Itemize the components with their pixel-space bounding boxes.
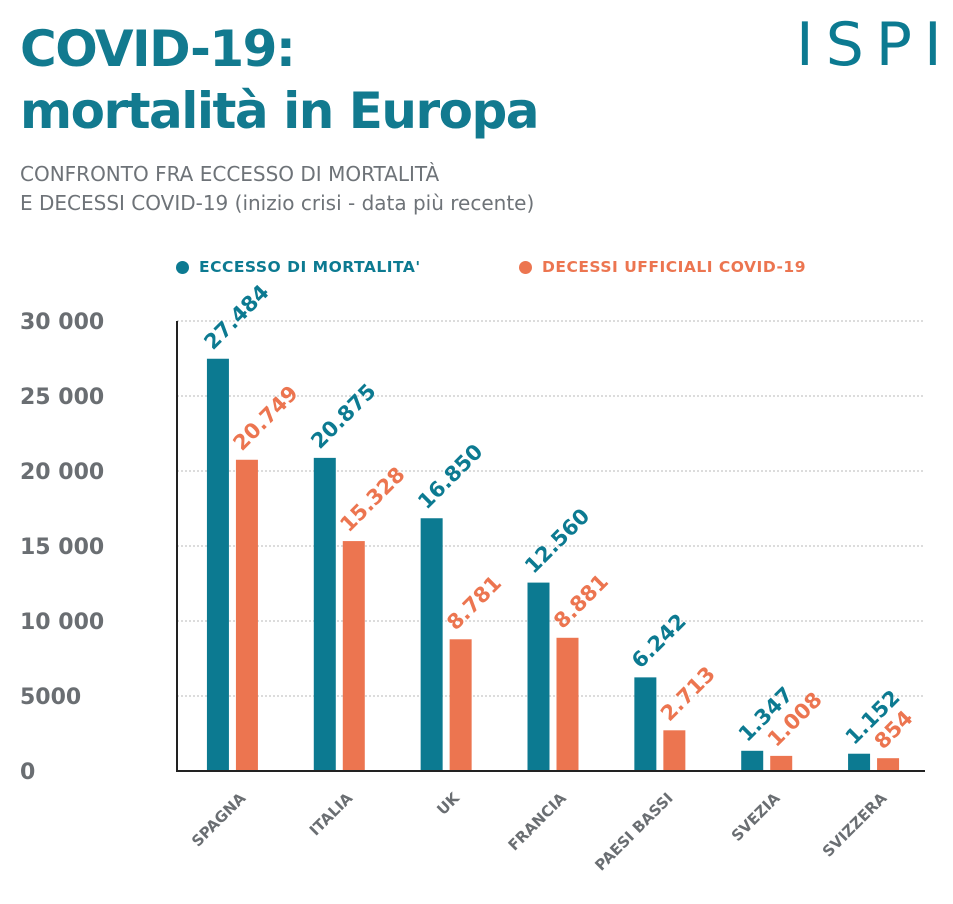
legend-label-covid: DECESSI UFFICIALI COVID-19 bbox=[542, 258, 806, 276]
bar-covid bbox=[770, 755, 793, 771]
chart-legend: ECCESSO DI MORTALITA' DECESSI UFFICIALI … bbox=[0, 258, 953, 284]
y-tick-label: 30 000 bbox=[20, 310, 104, 335]
title-line-2: mortalità in Europa bbox=[20, 82, 540, 140]
bar-covid bbox=[556, 637, 579, 771]
data-label-excess: 12.560 bbox=[520, 504, 594, 578]
y-tick-label: 25 000 bbox=[20, 385, 104, 410]
logo-text: ISPI bbox=[796, 10, 953, 80]
y-tick-label: 5000 bbox=[20, 685, 81, 710]
data-label-excess: 16.850 bbox=[413, 440, 487, 514]
axes bbox=[176, 321, 925, 772]
bar-covid bbox=[663, 730, 686, 771]
y-axis-ticks: 0 5000 10 000 15 000 20 000 25 000 30 000 bbox=[20, 310, 104, 785]
x-tick-label: FRANCIA bbox=[505, 789, 570, 854]
bar-covid bbox=[449, 639, 472, 771]
bar-covid bbox=[235, 459, 258, 771]
bar-excess bbox=[313, 457, 336, 771]
bar-excess bbox=[634, 677, 657, 771]
chart-title: COVID-19: mortalità in Europa bbox=[20, 18, 540, 142]
y-tick-label: 20 000 bbox=[20, 460, 104, 485]
data-label-covid: 8.781 bbox=[442, 571, 506, 635]
subtitle-line-2: E DECESSI COVID-19 (inizio crisi - data … bbox=[20, 191, 535, 215]
data-label-excess: 20.875 bbox=[306, 379, 380, 453]
bars bbox=[206, 358, 900, 771]
grid-lines bbox=[177, 320, 925, 697]
data-label-excess: 6.242 bbox=[627, 609, 691, 673]
bar-excess bbox=[527, 582, 550, 771]
bar-covid bbox=[877, 758, 900, 771]
x-axis-ticks: SPAGNA ITALIA UK FRANCIA PAESI BASSI SVEZIA SV… bbox=[188, 788, 891, 874]
x-tick-label: PAESI BASSI bbox=[591, 789, 676, 874]
data-label-covid: 8.881 bbox=[549, 569, 613, 633]
title-line-1: COVID-19: bbox=[20, 20, 296, 78]
legend-dot-excess bbox=[176, 260, 189, 274]
legend-label-excess: ECCESSO DI MORTALITA' bbox=[199, 258, 421, 276]
bar-excess bbox=[741, 750, 764, 771]
chart-subtitle: CONFRONTO FRA ECCESSO DI MORTALITÀ E DEC… bbox=[20, 160, 534, 218]
legend-item-excess: ECCESSO DI MORTALITA' bbox=[176, 258, 421, 276]
x-tick-label: ITALIA bbox=[306, 789, 356, 839]
legend-item-covid: DECESSI UFFICIALI COVID-19 bbox=[519, 258, 806, 276]
data-label-covid: 2.713 bbox=[656, 662, 720, 726]
data-label-covid: 15.328 bbox=[335, 462, 409, 536]
bar-excess bbox=[848, 753, 871, 771]
y-tick-label: 10 000 bbox=[20, 610, 104, 635]
x-tick-label: SPAGNA bbox=[188, 789, 249, 850]
legend-dot-covid bbox=[519, 260, 532, 274]
y-tick-label: 15 000 bbox=[20, 535, 104, 560]
data-label-excess: 27.484 bbox=[199, 280, 273, 354]
bar-covid bbox=[342, 541, 365, 771]
bar-excess bbox=[420, 518, 443, 771]
x-tick-label: UK bbox=[433, 788, 464, 819]
bar-excess bbox=[206, 358, 229, 771]
data-label-covid: 20.749 bbox=[228, 381, 302, 455]
ispi-logo: ISPI bbox=[796, 10, 942, 82]
x-tick-label: SVEZIA bbox=[728, 789, 784, 845]
y-tick-label: 0 bbox=[20, 760, 35, 785]
x-tick-label: SVIZZERA bbox=[819, 789, 891, 861]
subtitle-line-1: CONFRONTO FRA ECCESSO DI MORTALITÀ bbox=[20, 162, 440, 186]
